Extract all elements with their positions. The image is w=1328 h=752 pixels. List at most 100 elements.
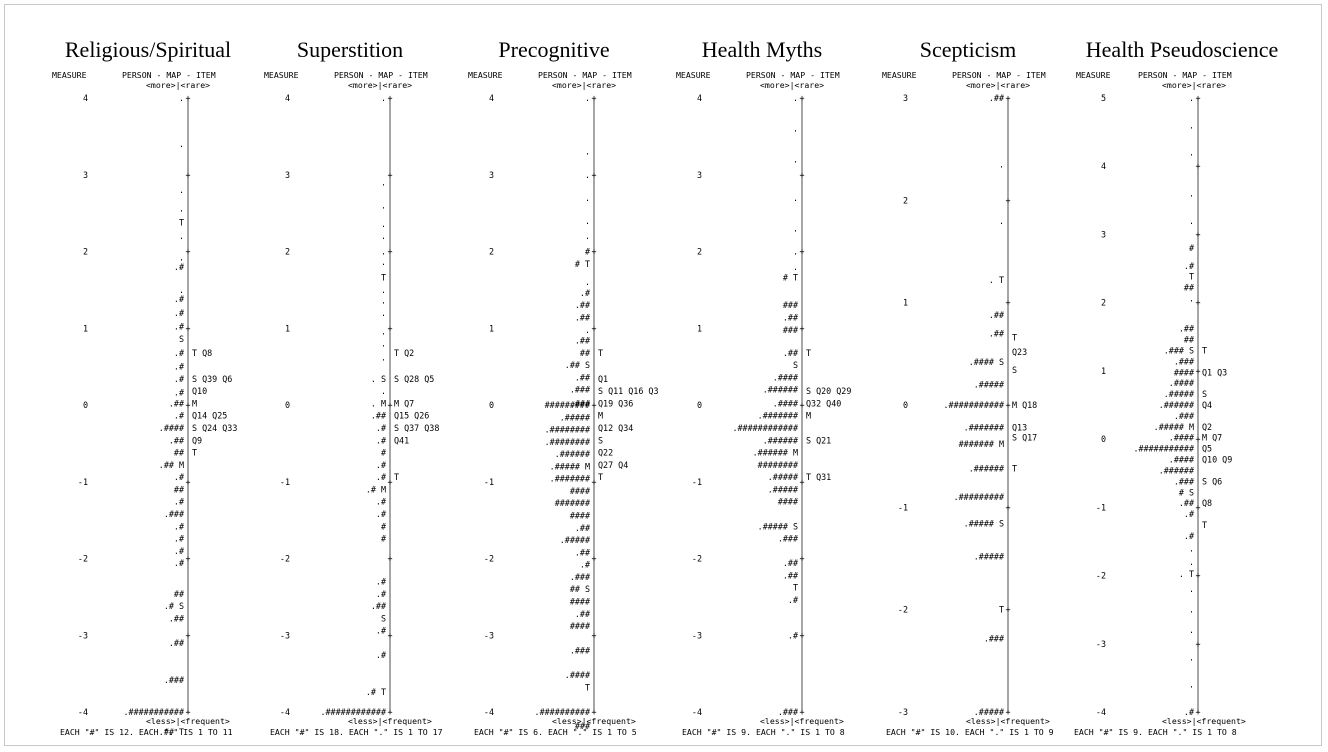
- item-mark: S Q20 Q29: [806, 386, 851, 396]
- person-mark: .# S: [164, 601, 184, 611]
- person-mark: .####: [773, 398, 799, 408]
- person-mark: .#####: [974, 551, 1005, 561]
- tick-label: -4: [1096, 707, 1106, 717]
- axis-tick-mark: +: [1005, 93, 1010, 103]
- person-mark: .#: [376, 509, 387, 519]
- item-mark: T Q2: [394, 348, 414, 358]
- item-mark: S: [598, 435, 603, 445]
- person-mark: .: [1189, 584, 1194, 594]
- tick-label: 2: [285, 247, 290, 257]
- person-mark: .####: [1169, 433, 1195, 443]
- axis-tick-mark: +: [591, 323, 596, 333]
- tick-label: 4: [1101, 161, 1106, 171]
- item-mark: T: [1012, 463, 1017, 473]
- chart-title: Health Myths: [701, 37, 823, 62]
- tick-label: -1: [484, 477, 494, 487]
- person-mark: .: [585, 325, 590, 335]
- person-mark: .#: [174, 558, 185, 568]
- person-mark: .##### S: [758, 521, 798, 531]
- top-labels: <more>|<rare>: [966, 80, 1031, 90]
- person-mark: .#: [580, 288, 591, 298]
- top-labels: <more>|<rare>: [146, 80, 211, 90]
- item-mark: S Q11 Q16 Q3: [598, 386, 659, 396]
- person-mark: .#######: [964, 423, 1005, 433]
- person-mark: ####: [570, 621, 591, 631]
- measure-header: MEASURE: [52, 70, 87, 80]
- axis-tick-mark: +: [1195, 571, 1200, 581]
- person-map-item-header: PERSON - MAP - ITEM: [334, 70, 428, 80]
- person-mark: .###: [164, 509, 185, 519]
- person-mark: #: [585, 247, 591, 257]
- person-mark: .: [381, 219, 386, 229]
- tick-label: 1: [285, 323, 290, 333]
- axis-tick-mark: +: [799, 554, 804, 564]
- person-mark: .: [179, 285, 184, 295]
- person-mark: .######: [969, 463, 1005, 473]
- tick-label: 4: [285, 93, 290, 103]
- person-mark: ####: [1174, 367, 1195, 377]
- person-mark: .#####: [974, 380, 1005, 390]
- person-mark: .####: [159, 423, 185, 433]
- person-mark: .##########: [535, 707, 591, 717]
- item-mark: Q41: [394, 435, 409, 445]
- axis-tick-mark: +: [799, 247, 804, 257]
- person-mark: .: [179, 185, 184, 195]
- axis-tick-mark: +: [591, 630, 596, 640]
- item-mark: S: [1012, 365, 1017, 375]
- item-mark: Q8: [1202, 498, 1212, 508]
- person-mark: .##: [783, 348, 799, 358]
- person-mark: .: [381, 257, 386, 267]
- tick-label: 3: [697, 170, 702, 180]
- item-mark: S Q17: [1012, 433, 1037, 443]
- item-mark: M: [806, 411, 811, 421]
- item-mark: Q10: [192, 386, 207, 396]
- tick-label: 1: [903, 298, 908, 308]
- measure-header: MEASURE: [1076, 70, 1111, 80]
- person-mark: .########: [545, 437, 591, 447]
- person-mark: .####: [773, 372, 799, 382]
- person-map-item-header: PERSON - MAP - ITEM: [538, 70, 632, 80]
- person-mark: .#: [376, 577, 387, 587]
- person-mark: .#: [174, 262, 185, 272]
- tick-label: -2: [1096, 571, 1106, 581]
- tick-label: -3: [1096, 639, 1106, 649]
- tick-label: -1: [1096, 502, 1106, 512]
- person-mark: .#: [376, 435, 387, 445]
- person-mark: .##: [575, 336, 591, 346]
- person-mark: .: [179, 139, 184, 149]
- item-mark: S Q24 Q33: [192, 423, 237, 433]
- person-mark: .#: [174, 374, 185, 384]
- axis-tick-mark: +: [387, 170, 392, 180]
- person-mark: .: [179, 93, 184, 103]
- person-mark: .###: [570, 572, 591, 582]
- tick-label: -1: [692, 477, 702, 487]
- person-mark: ## S: [570, 584, 590, 594]
- axis-tick-mark: +: [1195, 298, 1200, 308]
- person-mark: .### S: [1164, 345, 1194, 355]
- person-map-item-header: PERSON - MAP - ITEM: [952, 70, 1046, 80]
- person-mark: #######: [555, 498, 591, 508]
- tick-label: 3: [285, 170, 290, 180]
- person-mark: .#######: [758, 411, 799, 421]
- person-mark: .: [793, 247, 798, 257]
- item-mark: Q5: [1202, 444, 1212, 454]
- person-mark: .##: [783, 570, 799, 580]
- map-svg: 4 +3 +2 +1 +0 +-1 +-2 +-3 +-4 +.......# T###.####…: [692, 93, 851, 717]
- measure-header: MEASURE: [264, 70, 299, 80]
- person-mark: .##: [575, 609, 591, 619]
- person-mark: T: [585, 682, 590, 692]
- person-mark: .#####: [1164, 389, 1195, 399]
- measure-header: MEASURE: [882, 70, 917, 80]
- person-mark: .: [381, 296, 386, 306]
- item-mark: T: [1202, 520, 1207, 530]
- person-mark: .#: [788, 595, 799, 605]
- tick-label: 2: [903, 195, 908, 205]
- person-mark: .: [1189, 605, 1194, 615]
- map-svg: 4 +3 +2 +1 +0 +-1 +-2 +-3 +-4 +......## T..#.##.#…: [484, 93, 659, 731]
- person-mark: .########: [545, 425, 591, 435]
- top-labels: <more>|<rare>: [760, 80, 825, 90]
- person-mark: .##### M: [1154, 422, 1194, 432]
- person-mark: .######: [763, 385, 799, 395]
- axis-tick-mark: +: [185, 170, 190, 180]
- person-mark: .## S: [565, 360, 590, 370]
